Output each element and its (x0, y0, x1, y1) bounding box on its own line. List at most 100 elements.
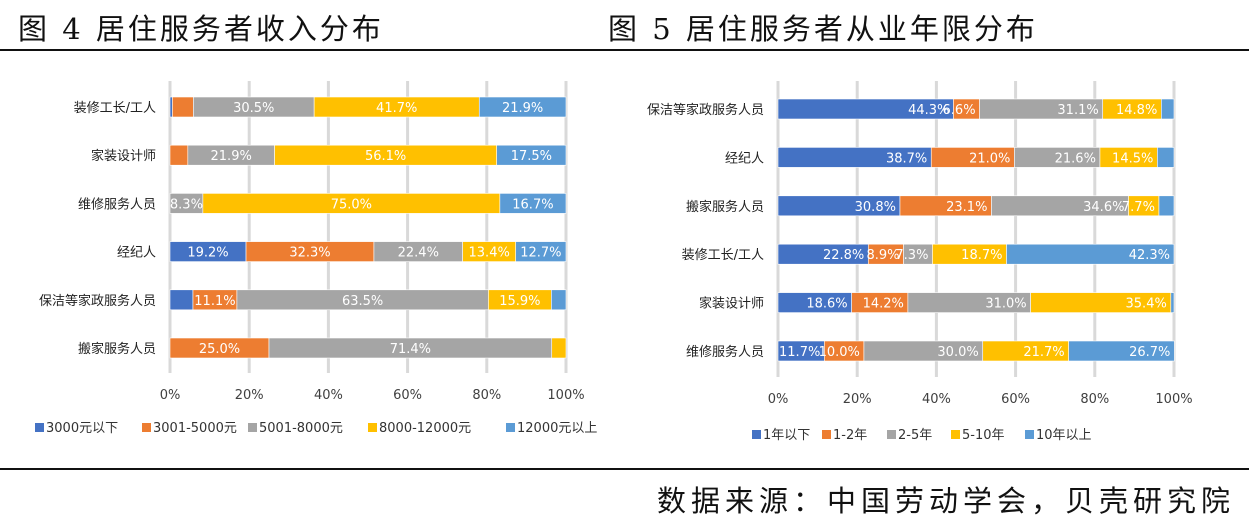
x-tick-label: 0% (768, 392, 789, 407)
data-label: 6.6% (943, 103, 976, 118)
data-label: 15.9% (499, 294, 540, 309)
category-label: 装修工长/工人 (682, 248, 764, 263)
legend-swatch (35, 423, 44, 432)
bar-segment (1158, 195, 1175, 217)
data-label: 18.6% (806, 297, 847, 312)
bar-segment (496, 144, 567, 166)
legend-swatch (1025, 430, 1034, 439)
bar-segment (1157, 147, 1175, 168)
x-tick-label: 80% (472, 388, 501, 403)
legend-label: 3001-5000元 (153, 421, 237, 436)
data-label: 16.7% (512, 197, 553, 212)
source-note: 数据来源：中国劳动学会，贝壳研究院 (656, 484, 1235, 518)
data-label: 11.1% (194, 294, 235, 309)
category-label: 装修工长/工人 (74, 101, 156, 116)
data-label: 14.5% (1112, 151, 1153, 166)
chart-title-left: 图 4 居住服务者收入分布 (18, 12, 384, 46)
category-label: 维修服务人员 (686, 344, 764, 360)
legend-swatch (752, 430, 761, 439)
data-label: 22.8% (823, 248, 864, 263)
data-label: 71.4% (390, 342, 431, 357)
x-tick-label: 20% (843, 392, 872, 407)
data-label: 35.4% (1126, 297, 1167, 312)
legend-swatch (887, 430, 896, 439)
data-label: 22.4% (398, 246, 439, 261)
category-label: 保洁等家政服务人员 (647, 102, 764, 118)
category-label: 维修服务人员 (78, 196, 156, 212)
bar-segment (1170, 292, 1175, 313)
data-label: 30.8% (855, 200, 896, 215)
chart-2: 0% 20% 40% 60% 80% 100% 保洁等家政服务人员 44.3%6.6% 31.1… (647, 81, 1193, 443)
data-label: 21.7% (1023, 345, 1064, 360)
bar-segment (169, 144, 189, 166)
data-label: 18.7% (961, 248, 1002, 263)
bar-segment (499, 193, 567, 214)
category-label: 搬家服务人员 (78, 341, 156, 357)
category-label: 家装设计师 (91, 148, 156, 164)
x-tick-label: 40% (314, 388, 343, 403)
bottom-rule (0, 468, 1249, 470)
legend-label: 12000元以上 (517, 421, 597, 436)
legend-label: 2-5年 (898, 428, 932, 443)
data-label: 21.9% (211, 149, 252, 164)
data-label: 32.3% (289, 246, 330, 261)
data-label: 21.9% (502, 101, 543, 116)
data-label: 26.7% (1129, 345, 1170, 360)
chart-title-right: 图 5 居住服务者从业年限分布 (608, 12, 1038, 46)
data-label: 14.2% (863, 297, 904, 312)
legend-label: 1-2年 (833, 428, 867, 443)
data-label: 12.7% (520, 246, 561, 261)
data-label: 19.2% (187, 246, 228, 261)
data-label: 14.8% (1116, 103, 1157, 118)
data-label: 23.1% (946, 200, 987, 215)
data-label: 41.7% (376, 101, 417, 116)
data-label: 8.9% (867, 248, 900, 263)
data-label: 63.5% (342, 294, 383, 309)
data-label: 21.0% (969, 151, 1010, 166)
x-tick-label: 0% (160, 388, 181, 403)
data-label: 34.6% (1083, 200, 1124, 215)
bar-segment (172, 96, 194, 118)
legend-label: 8000-12000元 (379, 421, 471, 436)
data-label: 31.0% (985, 297, 1026, 312)
category-label: 家装设计师 (699, 296, 764, 312)
bar-segment (169, 289, 194, 311)
data-label: 10.0% (819, 345, 860, 360)
data-label: 7.7% (1122, 200, 1155, 215)
bar-segment (169, 96, 173, 118)
data-label: 30.0% (937, 345, 978, 360)
bar-segment (551, 337, 567, 359)
top-rule (0, 49, 1249, 51)
x-tick-label: 40% (922, 392, 951, 407)
category-label: 保洁等家政服务人员 (39, 293, 156, 309)
x-tick-label: 80% (1080, 392, 1109, 407)
x-tick-label: 20% (235, 388, 264, 403)
x-tick-label: 100% (547, 388, 584, 403)
bar-segment (515, 241, 567, 262)
category-label: 经纪人 (117, 246, 156, 261)
bar-segment (478, 96, 567, 118)
data-label: 31.1% (1057, 103, 1098, 118)
data-label: 8.3% (170, 197, 203, 212)
data-label: 38.7% (886, 151, 927, 166)
legend-swatch (248, 423, 257, 432)
legend-label: 3000元以下 (46, 421, 118, 436)
data-label: 17.5% (511, 149, 552, 164)
data-label: 30.5% (233, 101, 274, 116)
legend-swatch (822, 430, 831, 439)
bar-segment (551, 289, 567, 311)
data-label: 13.4% (469, 246, 510, 261)
data-label: 11.7% (779, 345, 820, 360)
chart-1: 0% 20% 40% 60% 80% 100% 装修工长/工人 30.5% 41.7% 21.9%… (35, 81, 597, 436)
legend-swatch (368, 423, 377, 432)
legend-label: 1年以下 (763, 428, 810, 443)
legend-label: 10年以上 (1036, 428, 1092, 443)
legend-label: 5-10年 (962, 428, 1005, 443)
bar-segment (1006, 243, 1175, 265)
x-tick-label: 60% (393, 388, 422, 403)
data-label: 7.3% (895, 248, 928, 263)
legend-swatch (951, 430, 960, 439)
bar-segment (1068, 340, 1175, 362)
legend-swatch (506, 423, 515, 432)
